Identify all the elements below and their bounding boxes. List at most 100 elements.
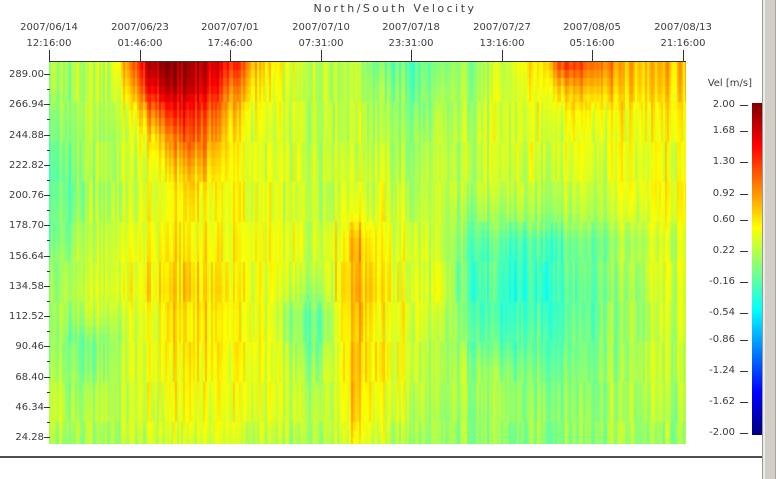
colorbar-tick-label: -1.24 bbox=[709, 365, 735, 376]
x-tick-time: 07:31:00 bbox=[298, 38, 344, 49]
x-tick-date: 2007/07/01 bbox=[201, 22, 259, 33]
y-axis-tick-label: 68.40 bbox=[15, 372, 44, 383]
colorbar-tick-label: 0.60 bbox=[712, 214, 735, 225]
y-axis-minor-tick bbox=[47, 119, 50, 120]
colorbar-tick-mark bbox=[740, 433, 748, 434]
colorbar-canvas bbox=[752, 103, 765, 435]
colorbar-tick-label: 1.30 bbox=[712, 156, 735, 167]
x-axis-tick-mark bbox=[683, 50, 684, 62]
colorbar-tick-label: 2.00 bbox=[712, 99, 735, 110]
chart-title: North/South Velocity bbox=[313, 2, 477, 15]
y-axis-minor-tick bbox=[47, 301, 50, 302]
colorbar-tick-label: 1.68 bbox=[712, 125, 735, 136]
y-axis-minor-tick bbox=[47, 271, 50, 272]
colorbar-tick-mark bbox=[740, 162, 748, 163]
x-tick-time: 23:31:00 bbox=[388, 38, 434, 49]
x-tick-date: 2007/06/14 bbox=[20, 22, 78, 33]
y-axis-major-tick bbox=[44, 225, 50, 226]
y-axis-major-tick bbox=[44, 135, 50, 136]
y-axis-minor-tick bbox=[47, 180, 50, 181]
y-axis-major-tick bbox=[44, 316, 50, 317]
y-axis-major-tick bbox=[44, 437, 50, 438]
y-axis-major-tick bbox=[44, 377, 50, 378]
x-tick-date: 2007/06/23 bbox=[111, 22, 169, 33]
x-axis-tick-label: 2007/07/27 13:16:00 bbox=[457, 20, 547, 52]
colorbar-title: Vel [m/s] bbox=[707, 78, 752, 89]
colorbar-tick-label: 0.22 bbox=[712, 245, 735, 256]
y-axis-major-tick bbox=[44, 104, 50, 105]
heatmap-canvas bbox=[49, 62, 686, 444]
x-tick-time: 21:16:00 bbox=[660, 38, 706, 49]
x-tick-time: 12:16:00 bbox=[26, 38, 72, 49]
y-axis-tick-label: 222.82 bbox=[9, 160, 44, 171]
y-axis-tick-label: 200.76 bbox=[9, 190, 44, 201]
colorbar-tick-label: -1.62 bbox=[709, 396, 735, 407]
y-axis-tick-label: 112.52 bbox=[9, 311, 44, 322]
y-axis-minor-tick bbox=[47, 422, 50, 423]
x-tick-date: 2007/08/13 bbox=[654, 22, 712, 33]
y-axis-minor-tick bbox=[47, 392, 50, 393]
y-axis-tick-label: 46.34 bbox=[15, 402, 44, 413]
x-axis-tick-label: 2007/06/14 12:16:00 bbox=[4, 20, 94, 52]
top-axis-line bbox=[49, 61, 686, 62]
colorbar-tick-label: -0.16 bbox=[709, 276, 735, 287]
x-tick-time: 17:46:00 bbox=[207, 38, 253, 49]
colorbar-tick-label: 0.92 bbox=[712, 188, 735, 199]
y-axis-minor-tick bbox=[47, 89, 50, 90]
y-axis-major-tick bbox=[44, 165, 50, 166]
x-axis-tick-mark bbox=[321, 50, 322, 62]
y-axis-tick-label: 266.94 bbox=[9, 99, 44, 110]
y-axis-tick-label: 244.88 bbox=[9, 130, 44, 141]
y-axis-major-tick bbox=[44, 74, 50, 75]
y-axis-tick-label: 134.58 bbox=[9, 281, 44, 292]
x-axis-tick-label: 2007/08/13 21:16:00 bbox=[638, 20, 728, 52]
x-axis-tick-mark bbox=[502, 50, 503, 62]
y-axis-tick-label: 156.64 bbox=[9, 251, 44, 262]
x-axis-tick-mark bbox=[411, 50, 412, 62]
x-tick-time: 05:16:00 bbox=[569, 38, 615, 49]
y-axis-tick-label: 90.46 bbox=[15, 341, 44, 352]
y-axis-major-tick bbox=[44, 195, 50, 196]
y-axis-major-tick bbox=[44, 346, 50, 347]
bottom-divider bbox=[0, 456, 762, 458]
y-axis-tick-label: 24.28 bbox=[15, 432, 44, 443]
window-right-border bbox=[762, 0, 776, 479]
x-axis-tick-label: 2007/07/18 23:31:00 bbox=[366, 20, 456, 52]
x-tick-date: 2007/07/18 bbox=[382, 22, 440, 33]
x-tick-date: 2007/07/27 bbox=[473, 22, 531, 33]
x-axis-tick-label: 2007/08/05 05:16:00 bbox=[547, 20, 637, 52]
x-axis-tick-label: 2007/07/01 17:46:00 bbox=[185, 20, 275, 52]
y-axis-minor-tick bbox=[47, 361, 50, 362]
colorbar-tick-mark bbox=[740, 371, 748, 372]
y-axis-minor-tick bbox=[47, 240, 50, 241]
colorbar-tick-mark bbox=[740, 220, 748, 221]
colorbar-tick-mark bbox=[740, 340, 748, 341]
x-tick-time: 13:16:00 bbox=[479, 38, 525, 49]
x-axis-tick-mark bbox=[230, 50, 231, 62]
colorbar-tick-mark bbox=[740, 313, 748, 314]
y-axis-minor-tick bbox=[47, 150, 50, 151]
y-axis-minor-tick bbox=[47, 210, 50, 211]
x-axis-tick-mark bbox=[49, 50, 50, 62]
colorbar-tick-mark bbox=[740, 105, 748, 106]
y-axis-tick-label: 289.00 bbox=[9, 69, 44, 80]
y-axis-tick-label: 178.70 bbox=[9, 220, 44, 231]
x-axis-tick-label: 2007/06/23 01:46:00 bbox=[95, 20, 185, 52]
y-axis-minor-tick bbox=[47, 331, 50, 332]
colorbar-tick-mark bbox=[740, 131, 748, 132]
x-axis-tick-label: 2007/07/10 07:31:00 bbox=[276, 20, 366, 52]
y-axis-major-tick bbox=[44, 286, 50, 287]
x-axis-tick-mark bbox=[592, 50, 593, 62]
y-axis-major-tick bbox=[44, 407, 50, 408]
colorbar-tick-label: -2.00 bbox=[709, 427, 735, 438]
colorbar-tick-mark bbox=[740, 282, 748, 283]
colorbar-tick-label: -0.54 bbox=[709, 307, 735, 318]
x-tick-date: 2007/07/10 bbox=[292, 22, 350, 33]
colorbar-tick-mark bbox=[740, 402, 748, 403]
x-tick-date: 2007/08/05 bbox=[563, 22, 621, 33]
y-axis-major-tick bbox=[44, 256, 50, 257]
x-axis-tick-mark bbox=[140, 50, 141, 62]
colorbar-tick-mark bbox=[740, 251, 748, 252]
colorbar-tick-mark bbox=[740, 194, 748, 195]
